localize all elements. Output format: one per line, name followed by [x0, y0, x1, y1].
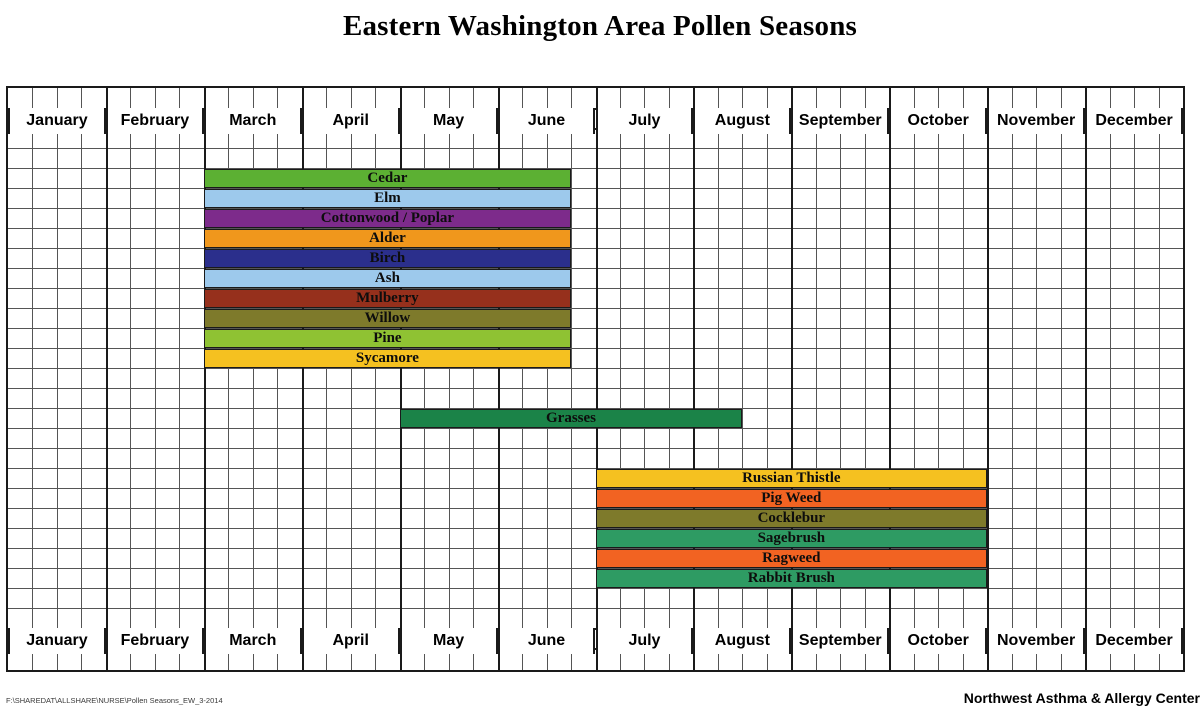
season-bar-label: Cedar — [367, 170, 408, 186]
season-bar-grasses[interactable]: Grasses — [399, 409, 743, 428]
season-bar-mulberry[interactable]: Mulberry — [203, 289, 572, 308]
season-bar-label: Alder — [369, 230, 406, 246]
season-bar-sagebrush[interactable]: Sagebrush — [595, 529, 988, 548]
season-bar-label: Willow — [364, 310, 411, 326]
season-bar-label: Grasses — [546, 410, 596, 426]
season-bar-rabbit-brush[interactable]: Rabbit Brush — [595, 569, 988, 588]
season-bar-ash[interactable]: Ash — [203, 269, 572, 288]
month-label-top-april: April — [301, 108, 400, 134]
month-label-bottom-june: June — [497, 628, 596, 654]
month-label-top-july: July — [595, 108, 694, 134]
season-bar-label: Elm — [374, 190, 401, 206]
month-label-bottom-february: February — [105, 628, 204, 654]
season-bar-label: Sagebrush — [757, 530, 826, 546]
season-bar-elm[interactable]: Elm — [203, 189, 572, 208]
month-label-bottom-april: April — [301, 628, 400, 654]
month-label-top-september: September — [791, 108, 890, 134]
month-label-top-november: November — [987, 108, 1086, 134]
season-bar-ragweed[interactable]: Ragweed — [595, 549, 988, 568]
month-label-top-march: March — [203, 108, 302, 134]
month-label-bottom-march: March — [203, 628, 302, 654]
month-label-top-may: May — [399, 108, 498, 134]
month-label-top-june: June — [497, 108, 596, 134]
season-bar-alder[interactable]: Alder — [203, 229, 572, 248]
season-bar-label: Mulberry — [356, 290, 419, 306]
season-bar-label: Birch — [369, 250, 406, 266]
season-bar-label: Rabbit Brush — [747, 570, 835, 586]
month-label-bottom-november: November — [987, 628, 1086, 654]
season-bar-cedar[interactable]: Cedar — [203, 169, 572, 188]
season-bar-label: Pig Weed — [761, 490, 822, 506]
footer-organization: Northwest Asthma & Allergy Center — [963, 690, 1200, 706]
month-label-top-january: January — [8, 108, 106, 134]
month-label-top-august: August — [693, 108, 792, 134]
month-label-top-february: February — [105, 108, 204, 134]
season-bar-cottonwood-poplar[interactable]: Cottonwood / Poplar — [203, 209, 572, 228]
season-bar-label: Russian Thistle — [742, 470, 841, 486]
season-bar-pine[interactable]: Pine — [203, 329, 572, 348]
pollen-season-chart: January February March April May June July Augu… — [6, 86, 1185, 672]
month-label-bottom-october: October — [889, 628, 988, 654]
season-bar-label: Pine — [373, 330, 402, 346]
season-bar-label: Sycamore — [355, 350, 419, 366]
month-label-bottom-september: September — [791, 628, 890, 654]
month-label-top-december: December — [1085, 108, 1183, 134]
month-label-bottom-may: May — [399, 628, 498, 654]
page-title: Eastern Washington Area Pollen Seasons — [342, 10, 858, 42]
season-bar-label: Ash — [374, 270, 400, 286]
season-bar-label: Ragweed — [762, 550, 821, 566]
month-label-bottom-july: July — [595, 628, 694, 654]
season-bar-label: Cottonwood / Poplar — [320, 210, 455, 226]
month-label-top-october: October — [889, 108, 988, 134]
season-bar-russian-thistle[interactable]: Russian Thistle — [595, 469, 988, 488]
season-bar-sycamore[interactable]: Sycamore — [203, 349, 572, 368]
footer-file-path: F:\SHAREDAT\ALLSHARE\NURSE\Pollen Season… — [6, 696, 223, 705]
month-label-bottom-january: January — [8, 628, 106, 654]
season-bars: Cedar Elm Cottonwood / Poplar Alder Birch Ash… — [8, 88, 1183, 670]
season-bar-label: Cocklebur — [757, 510, 826, 526]
season-bar-willow[interactable]: Willow — [203, 309, 572, 328]
season-bar-pig-weed[interactable]: Pig Weed — [595, 489, 988, 508]
month-label-bottom-december: December — [1085, 628, 1183, 654]
month-header-bottom: January February March April May June July Augu… — [8, 628, 1183, 654]
season-bar-birch[interactable]: Birch — [203, 249, 572, 268]
season-bar-cocklebur[interactable]: Cocklebur — [595, 509, 988, 528]
month-label-bottom-august: August — [693, 628, 792, 654]
month-header-top: January February March April May June July Augu… — [8, 108, 1183, 134]
